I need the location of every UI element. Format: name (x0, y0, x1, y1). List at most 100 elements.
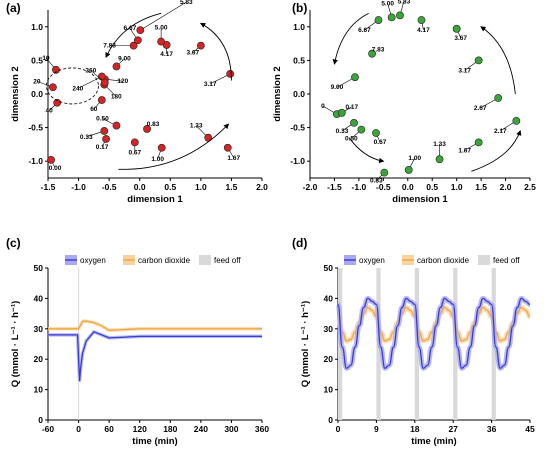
point-2.67 (494, 94, 503, 102)
point-label: 9.00 (331, 84, 344, 91)
x-tick-label: 2.0 (256, 182, 268, 192)
point-label: 2.67 (474, 105, 487, 112)
point-label: 4.17 (417, 27, 430, 34)
y-axis-title: dimension 2 (10, 66, 21, 121)
x-tick-label: -0.5 (376, 182, 391, 192)
point-label: 1.00 (408, 155, 421, 162)
x-axis-title: time (min) (132, 436, 177, 447)
legend-label: oxygen (80, 256, 106, 265)
panel-label: (b) (292, 1, 307, 15)
points: 0.00 0.170.33 0.50 0.67 0.83 1.00 1.33 1.67 3.17… (33, 0, 240, 172)
legend-swatch (478, 255, 490, 265)
series-line (48, 320, 262, 331)
point-2.17 (512, 116, 521, 125)
y-tick-label: 50 (34, 263, 44, 273)
point-1.67 (223, 143, 232, 152)
y-tick-label: 20 (324, 354, 334, 364)
point-label: 0.17 (345, 104, 358, 111)
x-tick-label: 45 (525, 424, 535, 434)
panel-d: 0 9 18 27 36 45 0 10 20 30 40 50 time (min) Q (mmol ·… (292, 236, 535, 447)
label-leader (77, 76, 102, 89)
point-1.00 (157, 143, 166, 152)
x-tick-label: 1.0 (195, 182, 207, 192)
point-1.00 (404, 166, 413, 174)
x-tick-label: -2.0 (303, 182, 318, 192)
arrow-right (480, 26, 516, 95)
point-0.17 (102, 135, 110, 143)
x-tick-label: 1.5 (475, 182, 487, 192)
legend-swatch (199, 255, 211, 265)
y-tick-label: 0 (328, 415, 333, 425)
point-7.83 (368, 49, 376, 58)
point-3.67 (452, 24, 461, 33)
x-tick-label: 27 (448, 424, 458, 434)
point-label: 5.00 (155, 25, 168, 32)
y-tick-label: -0.5 (290, 123, 305, 133)
point-40 (53, 98, 62, 107)
point-label: 1.33 (190, 123, 203, 130)
series-line (48, 331, 262, 382)
point-label: 0.50 (345, 136, 358, 143)
point-label: 6.67 (124, 25, 137, 32)
point-label: 0.33 (80, 134, 93, 141)
x-tick-label: 0.5 (426, 182, 438, 192)
y-tick-label: -1.0 (28, 156, 43, 166)
point-3.17 (226, 69, 235, 78)
point-0.17 (337, 108, 346, 117)
x-tick-label: 360 (255, 424, 269, 434)
point-label: 0 (321, 103, 325, 110)
x-tick-label: 18 (410, 424, 420, 434)
point-label: 3.17 (458, 67, 471, 74)
point-label: 0.00 (49, 165, 62, 172)
series-oxygen (335, 295, 531, 371)
x-tick-label: -0.5 (102, 182, 117, 192)
point-9.00 (112, 62, 121, 71)
y-tick-label: -0.5 (28, 123, 43, 133)
point-label: 40 (46, 108, 54, 115)
panel-b: -2.0 -1.5 -1.0 -0.5 0.0 0.5 1.0 1.5 2.0 2.5 -1.0 -0… (272, 0, 536, 205)
point-5.83 (396, 11, 404, 20)
point-label: 0.83 (147, 121, 160, 128)
point-label: 9.00 (118, 55, 131, 62)
point-label: 0.67 (374, 139, 387, 146)
point-label: 1.67 (227, 155, 240, 162)
x-axis-title: dimension 1 (127, 194, 183, 205)
point-0.83 (143, 125, 151, 133)
arrow-bottom-right (471, 129, 522, 172)
point-label: 180 (111, 94, 122, 101)
legend-label: carbon dioxide (138, 256, 191, 265)
panel-label: (d) (292, 236, 307, 250)
legend-label: carbon dioxide (417, 256, 470, 265)
x-tick-label: -1.5 (41, 182, 56, 192)
point-10 (52, 65, 60, 74)
x-tick-label: 9 (374, 424, 379, 434)
x-tick-label: -60 (42, 424, 55, 434)
point-0.50 (357, 125, 366, 134)
y-tick-label: 0 (38, 415, 43, 425)
point-label: 5.83 (398, 0, 411, 5)
y-tick-label: 10 (34, 385, 44, 395)
point-5.00 (387, 13, 396, 22)
y-tick-label: 1.0 (31, 22, 43, 32)
point-label: 120 (117, 78, 128, 85)
point-label: 1.00 (151, 156, 164, 163)
point-0.00 (47, 155, 55, 164)
point-0.67 (372, 129, 380, 137)
point-360 (100, 78, 109, 87)
x-tick-label: 60 (104, 424, 114, 434)
x-tick-label: 2.0 (500, 182, 512, 192)
panel-label: (a) (6, 1, 21, 15)
point-9.00 (351, 73, 359, 82)
legend-label: feed off (493, 256, 520, 265)
y-tick-label: 0.5 (31, 55, 43, 65)
x-tick-label: 0.0 (134, 182, 146, 192)
point-label: 360 (85, 68, 96, 75)
x-tick-label: 1.5 (226, 182, 238, 192)
point-0.67 (130, 138, 139, 147)
label-leader (140, 1, 187, 31)
x-tick-label: 0.0 (402, 182, 414, 192)
point-3.17 (474, 56, 483, 65)
y-tick-label: 0.0 (31, 89, 43, 99)
